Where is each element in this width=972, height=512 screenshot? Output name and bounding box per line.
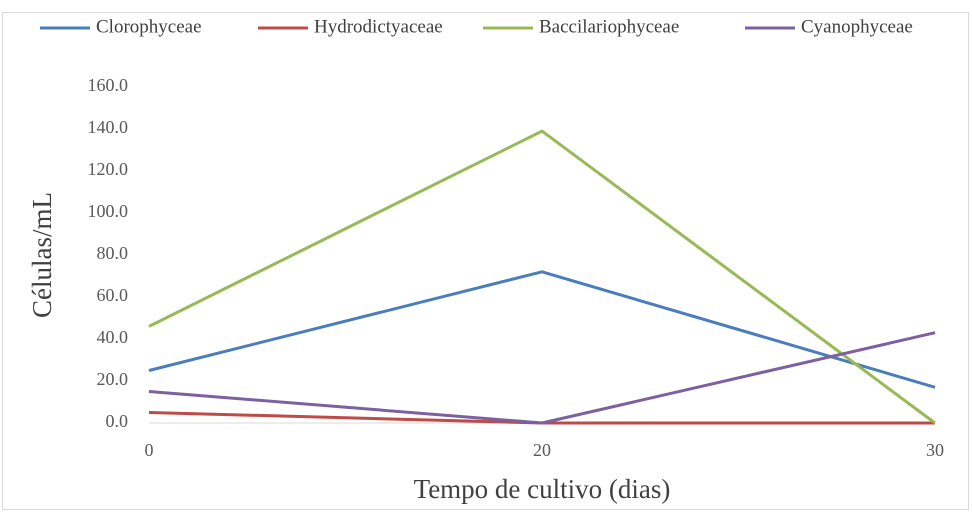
- x-axis-title: Tempo de cultivo (dias): [414, 474, 671, 504]
- y-tick-label: 0.0: [106, 411, 129, 431]
- legend-label: Baccilariophyceae: [539, 16, 679, 37]
- y-tick-label: 40.0: [97, 327, 129, 347]
- x-tick-label: 20: [533, 440, 551, 460]
- x-tick-label: 0: [145, 440, 154, 460]
- legend-label: Clorophyceae: [96, 16, 202, 37]
- y-tick-label: 20.0: [97, 369, 129, 389]
- series-line: [148, 129, 936, 425]
- chart-border: [2, 12, 969, 510]
- y-tick-label: 100.0: [88, 201, 129, 221]
- y-tick-label: 120.0: [88, 159, 129, 179]
- y-tick-label: 140.0: [88, 117, 129, 137]
- series-line: [148, 270, 936, 389]
- legend-label: Cyanophyceae: [801, 16, 913, 37]
- y-tick-label: 80.0: [97, 243, 129, 263]
- y-tick-label: 160.0: [88, 75, 129, 95]
- x-tick-label: 30: [926, 440, 944, 460]
- legend-label: Hydrodictyaceae: [314, 16, 443, 37]
- y-tick-label: 60.0: [97, 285, 129, 305]
- y-axis-title: Células/mL: [27, 192, 57, 318]
- series-line: [148, 331, 936, 425]
